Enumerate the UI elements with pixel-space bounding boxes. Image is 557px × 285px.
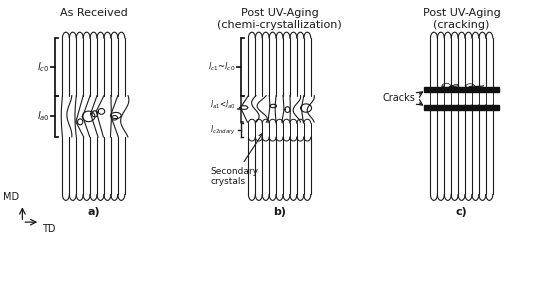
- Text: $l_{a1}$<$l_{a0}$: $l_{a1}$<$l_{a0}$: [209, 99, 236, 111]
- Text: $l_{c2ndary}$: $l_{c2ndary}$: [209, 124, 236, 137]
- Text: b): b): [273, 207, 286, 217]
- Text: As Received: As Received: [60, 9, 128, 19]
- Text: TD: TD: [42, 224, 56, 234]
- Text: MD: MD: [3, 192, 19, 202]
- Text: $l_{c1}$~$l_{c0}$: $l_{c1}$~$l_{c0}$: [208, 61, 236, 73]
- Text: Post UV-Aging
(chemi-crystallization): Post UV-Aging (chemi-crystallization): [217, 9, 342, 30]
- Bar: [424, 87, 499, 92]
- Text: Post UV-Aging
(cracking): Post UV-Aging (cracking): [423, 9, 501, 30]
- Text: Cracks: Cracks: [382, 93, 415, 103]
- Text: a): a): [87, 207, 100, 217]
- Text: c): c): [456, 207, 467, 217]
- Text: $l_{a0}$: $l_{a0}$: [37, 109, 50, 123]
- Text: Secondary
crystals: Secondary crystals: [211, 133, 262, 186]
- Text: $l_{c0}$: $l_{c0}$: [37, 60, 50, 74]
- Bar: [424, 105, 499, 110]
